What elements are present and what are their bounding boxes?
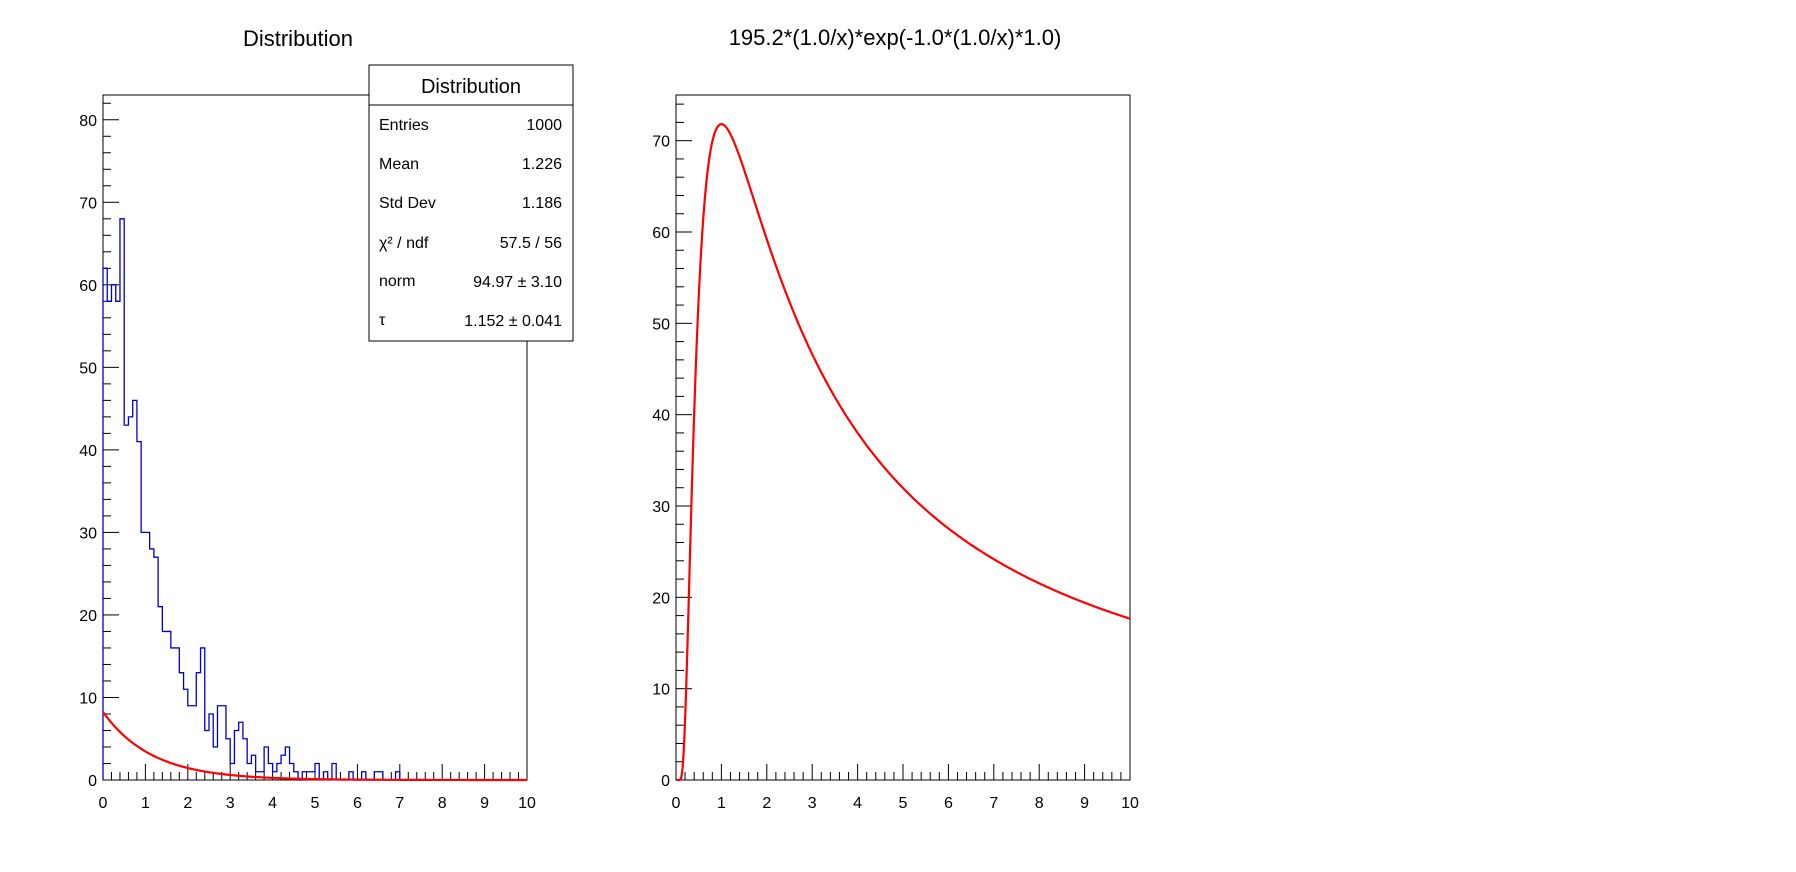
left-y-tick-label: 10	[79, 690, 97, 707]
left-x-tick-label: 4	[268, 795, 277, 812]
right-y-tick-label: 30	[652, 499, 670, 516]
right-y-tick-label: 70	[652, 134, 670, 151]
right-x-tick-label: 4	[853, 795, 862, 812]
right-y-tick-label: 40	[652, 408, 670, 425]
left-x-tick-label: 7	[395, 795, 404, 812]
stats-norm-value: 94.97 ± 3.10	[473, 274, 562, 291]
stats-tau-label: τ	[379, 312, 386, 329]
stats-box-frame	[368, 64, 574, 342]
left-y-tick-label: 0	[88, 773, 97, 790]
left-x-tick-label: 6	[353, 795, 362, 812]
left-chart: Distribution 0 10 20 30 40 50 60 70 80 0 1 2 3 4 5 6 7 8…	[79, 26, 574, 812]
stats-tau-value: 1.152 ± 0.041	[464, 313, 562, 330]
right-y-tick-labels: 0 10 20 30 40 50 60 70	[652, 134, 670, 790]
stats-chi2-value: 57.5 / 56	[500, 235, 562, 252]
stats-chi2-label: χ² / ndf	[379, 235, 429, 252]
right-x-tick-label: 3	[808, 795, 817, 812]
right-axis-ticks	[675, 103, 1131, 781]
left-x-tick-label: 9	[480, 795, 489, 812]
right-y-tick-label: 50	[652, 316, 670, 333]
right-y-tick-label: 10	[652, 682, 670, 699]
right-x-tick-label: 0	[672, 795, 681, 812]
stats-entries-value: 1000	[526, 117, 562, 134]
left-y-tick-label: 30	[79, 525, 97, 542]
stats-box: Distribution Entries 1000 Mean 1.226 Std…	[368, 64, 574, 342]
left-y-tick-label: 20	[79, 608, 97, 625]
stats-entries-label: Entries	[379, 117, 429, 134]
function-curve	[676, 123, 1131, 782]
left-y-tick-label: 70	[79, 195, 97, 212]
left-x-tick-label: 10	[518, 795, 536, 812]
right-x-tick-label: 6	[944, 795, 953, 812]
left-y-tick-label: 80	[79, 113, 97, 130]
left-x-tick-labels: 0 1 2 3 4 5 6 7 8 9 10	[99, 795, 536, 812]
right-chart: 195.2*(1.0/x)*exp(-1.0*(1.0/x)*1.0) 0102…	[652, 25, 1139, 812]
left-y-tick-label: 60	[79, 278, 97, 295]
left-y-tick-labels: 0 10 20 30 40 50 60 70 80	[79, 113, 97, 790]
left-y-tick-label: 50	[79, 360, 97, 377]
left-x-tick-label: 2	[183, 795, 192, 812]
stats-mean-value: 1.226	[522, 156, 562, 173]
stats-box-title: Distribution	[421, 76, 521, 98]
right-y-tick-label: 0	[661, 773, 670, 790]
right-chart-title: 195.2*(1.0/x)*exp(-1.0*(1.0/x)*1.0)	[729, 25, 1062, 50]
right-x-tick-label: 9	[1080, 795, 1089, 812]
left-x-tick-label: 1	[141, 795, 150, 812]
stats-mean-label: Mean	[379, 156, 419, 173]
right-x-tick-label: 5	[899, 795, 908, 812]
right-y-tick-label: 20	[652, 590, 670, 607]
right-x-tick-label: 8	[1035, 795, 1044, 812]
right-x-tick-labels: 0 1 2 3 4 5 6 7 8 9 10	[672, 795, 1139, 812]
stats-norm-label: norm	[379, 273, 415, 290]
right-x-tick-label: 2	[762, 795, 771, 812]
left-x-tick-label: 3	[226, 795, 235, 812]
right-y-tick-label: 60	[652, 225, 670, 242]
right-plot-frame	[675, 94, 1131, 781]
left-x-tick-label: 0	[99, 795, 108, 812]
right-x-tick-label: 10	[1121, 795, 1139, 812]
fit-curve	[102, 711, 527, 782]
stats-stddev-value: 1.186	[522, 195, 562, 212]
left-x-tick-label: 8	[438, 795, 447, 812]
right-x-tick-label: 7	[989, 795, 998, 812]
right-x-tick-label: 1	[717, 795, 726, 812]
left-y-tick-label: 40	[79, 443, 97, 460]
left-chart-title: Distribution	[243, 26, 353, 51]
stats-stddev-label: Std Dev	[379, 195, 436, 212]
left-x-tick-label: 5	[311, 795, 320, 812]
